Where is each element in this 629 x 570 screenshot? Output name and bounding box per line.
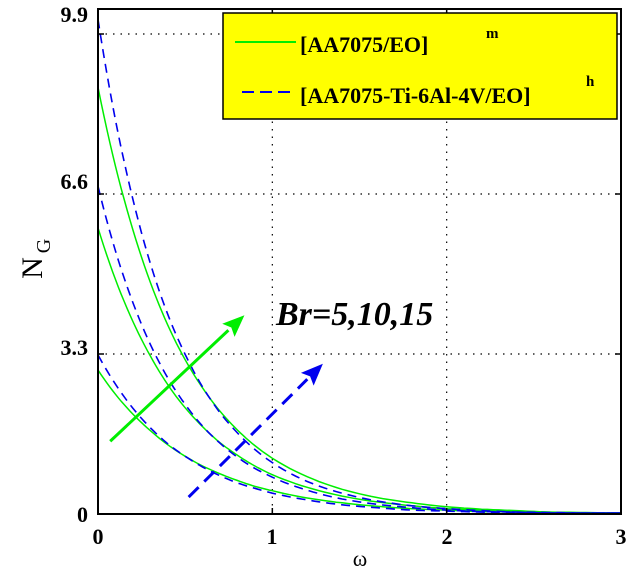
legend-box: [222, 12, 618, 120]
legend-sup-mono: m: [486, 26, 499, 42]
hybrid-curve-3: [97, 354, 621, 514]
x-tick-2: 2: [442, 524, 453, 549]
y-axis-label-main: N: [16, 257, 49, 279]
arrow-shaft-0: [109, 329, 230, 443]
y-axis-label-sub: G: [33, 239, 55, 253]
arrow-head-icon: [300, 363, 323, 386]
x-tick-3: 3: [616, 524, 627, 549]
y-tick-labels: 0 3.3 6.6 9.9: [61, 2, 89, 527]
hybrid-curve-5: [97, 19, 621, 514]
x-axis-label: ω: [353, 546, 367, 570]
y-tick-6.6: 6.6: [61, 169, 89, 194]
arrow-shaft-1: [187, 378, 309, 499]
y-tick-3.3: 3.3: [61, 335, 89, 360]
x-tick-1: 1: [267, 524, 278, 549]
y-axis-label: N G: [16, 239, 55, 279]
legend-sup-hybrid: h: [586, 74, 595, 90]
y-tick-9.9: 9.9: [61, 2, 89, 27]
data-series: [97, 19, 621, 514]
arrow-head-icon: [222, 315, 245, 337]
br-annotation: Br=5,10,15: [275, 296, 433, 333]
legend-label-mono: [AA7075/EO]: [300, 32, 428, 57]
legend-label-hybrid: [AA7075-Ti-6Al-4V/EO]: [300, 83, 531, 108]
br-arrows: [109, 315, 323, 499]
x-tick-0: 0: [93, 524, 104, 549]
y-tick-0: 0: [77, 502, 88, 527]
mono-curve-2: [97, 87, 621, 514]
x-tick-labels: 0 1 2 3: [93, 524, 627, 549]
axes-frame: [97, 8, 622, 515]
legend: [AA7075/EO] m [AA7075-Ti-6Al-4V/EO] h: [222, 12, 618, 120]
